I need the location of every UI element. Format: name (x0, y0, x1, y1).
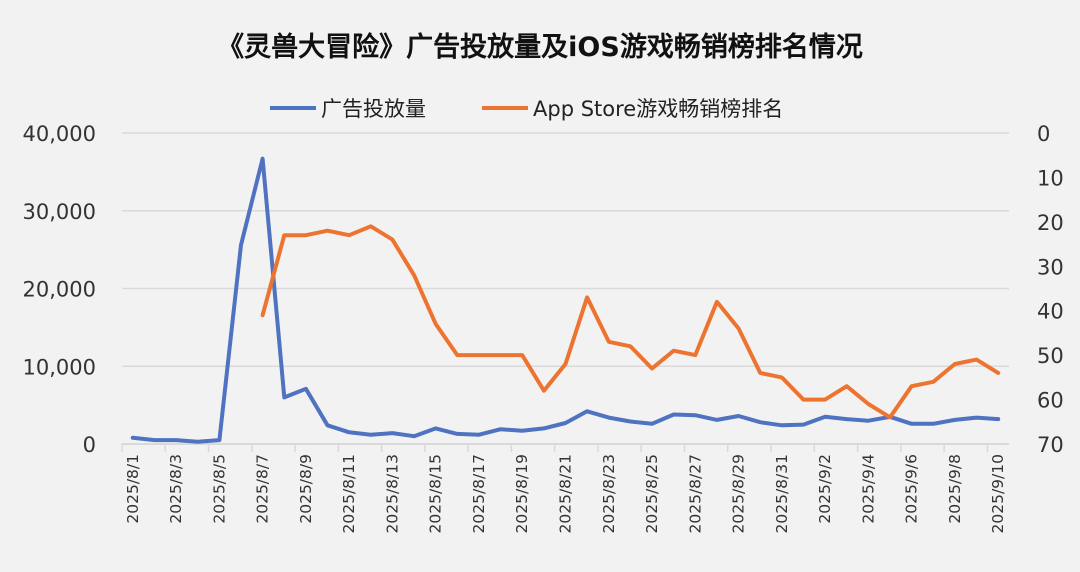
right-y-tick-label: 20 (1037, 211, 1064, 235)
x-tick-label: 2025/9/6 (903, 454, 921, 524)
left-y-tick-label: 30,000 (23, 200, 96, 224)
chart-title: 《灵兽大冒险》广告投放量及iOS游戏畅销榜排名情况 (217, 31, 863, 63)
right-y-tick-label: 10 (1037, 166, 1064, 190)
x-tick-label: 2025/8/25 (643, 454, 661, 533)
x-tick-label: 2025/8/1 (124, 454, 142, 524)
x-tick-label: 2025/8/7 (254, 454, 272, 524)
left-y-tick-label: 20,000 (23, 278, 96, 302)
x-tick-label: 2025/8/21 (557, 454, 575, 533)
right-y-tick-label: 60 (1037, 389, 1064, 413)
x-tick-label: 2025/9/10 (989, 454, 1007, 533)
x-tick-label: 2025/8/15 (427, 454, 445, 533)
x-tick-label: 2025/8/13 (383, 454, 401, 533)
series-line-rank (260, 224, 1001, 420)
x-tick-label: 2025/8/29 (730, 454, 748, 533)
right-y-tick-label: 70 (1037, 433, 1064, 457)
x-tick-label: 2025/8/11 (340, 454, 358, 533)
legend-label-rank: App Store游戏畅销榜排名 (533, 97, 783, 121)
legend: 广告投放量 App Store游戏畅销榜排名 (270, 97, 783, 121)
x-tick-label: 2025/8/17 (470, 454, 488, 533)
right-y-tick-label: 40 (1037, 300, 1064, 324)
x-tick-label: 2025/8/5 (210, 454, 228, 524)
right-y-tick-label: 50 (1037, 344, 1064, 368)
x-tick-label: 2025/8/3 (167, 454, 185, 524)
series-line-ad-volume (130, 156, 1001, 444)
right-y-tick-label: 0 (1037, 122, 1050, 146)
x-tick-label: 2025/9/4 (859, 454, 877, 524)
x-tick-label: 2025/8/9 (297, 454, 315, 524)
left-y-tick-label: 10,000 (23, 355, 96, 379)
x-tick-label: 2025/8/27 (686, 454, 704, 533)
left-y-tick-label: 0 (83, 433, 96, 457)
x-tick-label: 2025/8/19 (513, 454, 531, 533)
right-y-tick-label: 30 (1037, 255, 1064, 279)
x-tick-label: 2025/9/2 (816, 454, 834, 524)
legend-label-ad-volume: 广告投放量 (321, 97, 426, 121)
x-tick-label: 2025/8/23 (600, 454, 618, 533)
x-tick-label: 2025/8/31 (773, 454, 791, 533)
x-tick-label: 2025/9/8 (946, 454, 964, 524)
left-y-tick-label: 40,000 (23, 122, 96, 146)
